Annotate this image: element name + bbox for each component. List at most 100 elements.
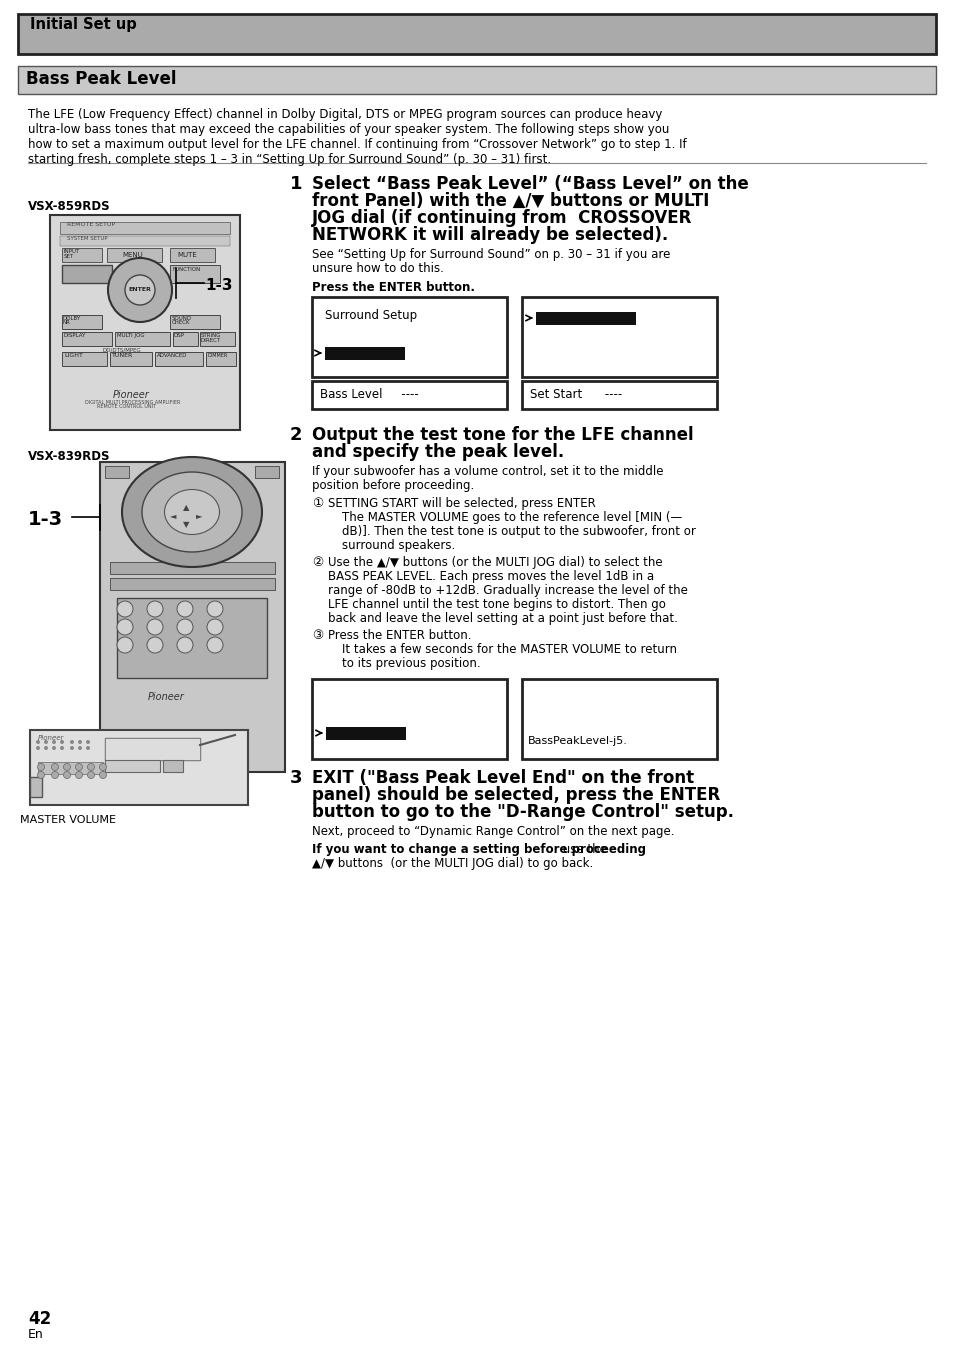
Text: Bass Peak Level: Bass Peak Level bbox=[26, 70, 176, 88]
Bar bbox=[206, 352, 235, 367]
Bar bbox=[110, 562, 274, 574]
Bar bbox=[62, 352, 107, 367]
Bar bbox=[172, 332, 198, 346]
Text: 1-3: 1-3 bbox=[205, 278, 233, 293]
Text: Press the ENTER button.: Press the ENTER button. bbox=[312, 280, 475, 294]
Bar bbox=[105, 760, 160, 772]
Circle shape bbox=[52, 740, 56, 744]
Text: BassPeakLevel-j5.: BassPeakLevel-j5. bbox=[527, 736, 627, 745]
Bar bbox=[18, 13, 935, 54]
Text: ▲/▼ buttons  (or the MULTI JOG dial) to go back.: ▲/▼ buttons (or the MULTI JOG dial) to g… bbox=[312, 857, 593, 869]
Circle shape bbox=[108, 257, 172, 322]
Circle shape bbox=[177, 601, 193, 617]
Text: back and leave the level setting at a point just before that.: back and leave the level setting at a po… bbox=[328, 612, 678, 625]
Circle shape bbox=[52, 745, 56, 749]
Text: Initial Set up: Initial Set up bbox=[30, 18, 136, 32]
Bar bbox=[326, 727, 406, 740]
Bar bbox=[38, 762, 103, 774]
Circle shape bbox=[37, 763, 45, 771]
Bar bbox=[115, 332, 170, 346]
Text: use the: use the bbox=[558, 842, 607, 856]
Text: ultra-low bass tones that may exceed the capabilities of your speaker system. Th: ultra-low bass tones that may exceed the… bbox=[28, 123, 669, 136]
Circle shape bbox=[37, 771, 45, 779]
Circle shape bbox=[51, 771, 58, 779]
Bar bbox=[105, 466, 129, 479]
Circle shape bbox=[64, 763, 71, 771]
Text: See “Setting Up for Surround Sound” on p. 30 – 31 if you are: See “Setting Up for Surround Sound” on p… bbox=[312, 248, 670, 262]
Circle shape bbox=[75, 771, 82, 779]
Circle shape bbox=[177, 619, 193, 635]
Text: SYSTEM SETUP: SYSTEM SETUP bbox=[67, 236, 108, 241]
Circle shape bbox=[147, 638, 163, 652]
Circle shape bbox=[70, 740, 74, 744]
Text: DOLBY: DOLBY bbox=[63, 315, 81, 321]
Bar bbox=[110, 578, 274, 590]
Text: SET: SET bbox=[64, 253, 74, 259]
Text: 3: 3 bbox=[290, 768, 302, 787]
Bar bbox=[107, 248, 162, 262]
Text: JOG dial (if continuing from  CROSSOVER: JOG dial (if continuing from CROSSOVER bbox=[312, 209, 692, 226]
Text: BASS PEAK LEVEL. Each press moves the level 1dB in a: BASS PEAK LEVEL. Each press moves the le… bbox=[328, 570, 654, 582]
Bar bbox=[170, 248, 214, 262]
Text: 42: 42 bbox=[28, 1310, 51, 1328]
Text: Next, proceed to “Dynamic Range Control” on the next page.: Next, proceed to “Dynamic Range Control”… bbox=[312, 825, 674, 838]
Text: SOUND: SOUND bbox=[172, 315, 192, 321]
Text: INPUT: INPUT bbox=[64, 249, 80, 253]
Bar bbox=[325, 346, 405, 360]
Bar bbox=[60, 222, 230, 235]
Bar bbox=[105, 737, 200, 760]
Text: TUNER: TUNER bbox=[112, 353, 133, 359]
Circle shape bbox=[44, 745, 48, 749]
Bar bbox=[521, 679, 717, 759]
Text: It takes a few seconds for the MASTER VOLUME to return: It takes a few seconds for the MASTER VO… bbox=[341, 643, 677, 656]
Circle shape bbox=[207, 638, 223, 652]
Circle shape bbox=[99, 771, 107, 779]
Bar bbox=[536, 311, 636, 325]
Text: ①: ① bbox=[312, 497, 323, 510]
Circle shape bbox=[86, 740, 90, 744]
Text: Press the ENTER button.: Press the ENTER button. bbox=[328, 630, 471, 642]
Text: how to set a maximum output level for the LFE channel. If continuing from “Cross: how to set a maximum output level for th… bbox=[28, 137, 686, 151]
Text: ►: ► bbox=[195, 511, 202, 520]
Circle shape bbox=[36, 740, 40, 744]
Text: MULTI JOG: MULTI JOG bbox=[117, 333, 145, 338]
Circle shape bbox=[147, 601, 163, 617]
Circle shape bbox=[147, 619, 163, 635]
Text: DIMMER: DIMMER bbox=[208, 353, 228, 359]
Circle shape bbox=[88, 763, 94, 771]
Text: FUNCTION: FUNCTION bbox=[172, 267, 201, 272]
Text: ◄: ◄ bbox=[170, 511, 176, 520]
Text: front Panel) with the ▲/▼ buttons or MULTI: front Panel) with the ▲/▼ buttons or MUL… bbox=[312, 191, 709, 210]
Bar bbox=[521, 381, 717, 408]
Text: DISPLAY: DISPLAY bbox=[64, 333, 87, 338]
Bar bbox=[170, 315, 220, 329]
Text: ▲: ▲ bbox=[183, 503, 190, 512]
Text: STRING: STRING bbox=[201, 333, 221, 338]
Circle shape bbox=[60, 745, 64, 749]
Text: The MASTER VOLUME goes to the reference level [MIN (—: The MASTER VOLUME goes to the reference … bbox=[341, 511, 681, 524]
Bar bbox=[60, 236, 230, 245]
Text: dB)]. Then the test tone is output to the subwoofer, front or: dB)]. Then the test tone is output to th… bbox=[341, 524, 695, 538]
Bar bbox=[110, 352, 152, 367]
Text: starting fresh, complete steps 1 – 3 in “Setting Up for Surround Sound” (p. 30 –: starting fresh, complete steps 1 – 3 in … bbox=[28, 154, 551, 166]
Text: VSX-859RDS: VSX-859RDS bbox=[28, 200, 111, 213]
Text: 1: 1 bbox=[290, 175, 302, 193]
Ellipse shape bbox=[122, 457, 262, 568]
Text: The LFE (Low Frequency Effect) channel in Dolby Digital, DTS or MPEG program sou: The LFE (Low Frequency Effect) channel i… bbox=[28, 108, 661, 121]
Text: DSP: DSP bbox=[173, 333, 185, 338]
Circle shape bbox=[60, 740, 64, 744]
Text: DIGITAL MULTI PROCESSING AMPLIFIER: DIGITAL MULTI PROCESSING AMPLIFIER bbox=[85, 400, 180, 404]
Text: DD/DTS/MPEG: DD/DTS/MPEG bbox=[103, 348, 142, 353]
Circle shape bbox=[70, 745, 74, 749]
Text: EXIT ("Bass Peak Level End" on the front: EXIT ("Bass Peak Level End" on the front bbox=[312, 768, 694, 787]
Text: REMOTE SETUP: REMOTE SETUP bbox=[67, 222, 115, 226]
Bar bbox=[254, 466, 278, 479]
Text: ADVANCED: ADVANCED bbox=[157, 353, 188, 359]
Bar bbox=[30, 776, 42, 797]
Bar bbox=[62, 266, 112, 283]
Text: unsure how to do this.: unsure how to do this. bbox=[312, 262, 443, 275]
Bar bbox=[50, 214, 240, 430]
Text: CHECK: CHECK bbox=[172, 319, 191, 325]
Text: NETWORK it will already be selected).: NETWORK it will already be selected). bbox=[312, 226, 667, 244]
Bar bbox=[200, 332, 234, 346]
